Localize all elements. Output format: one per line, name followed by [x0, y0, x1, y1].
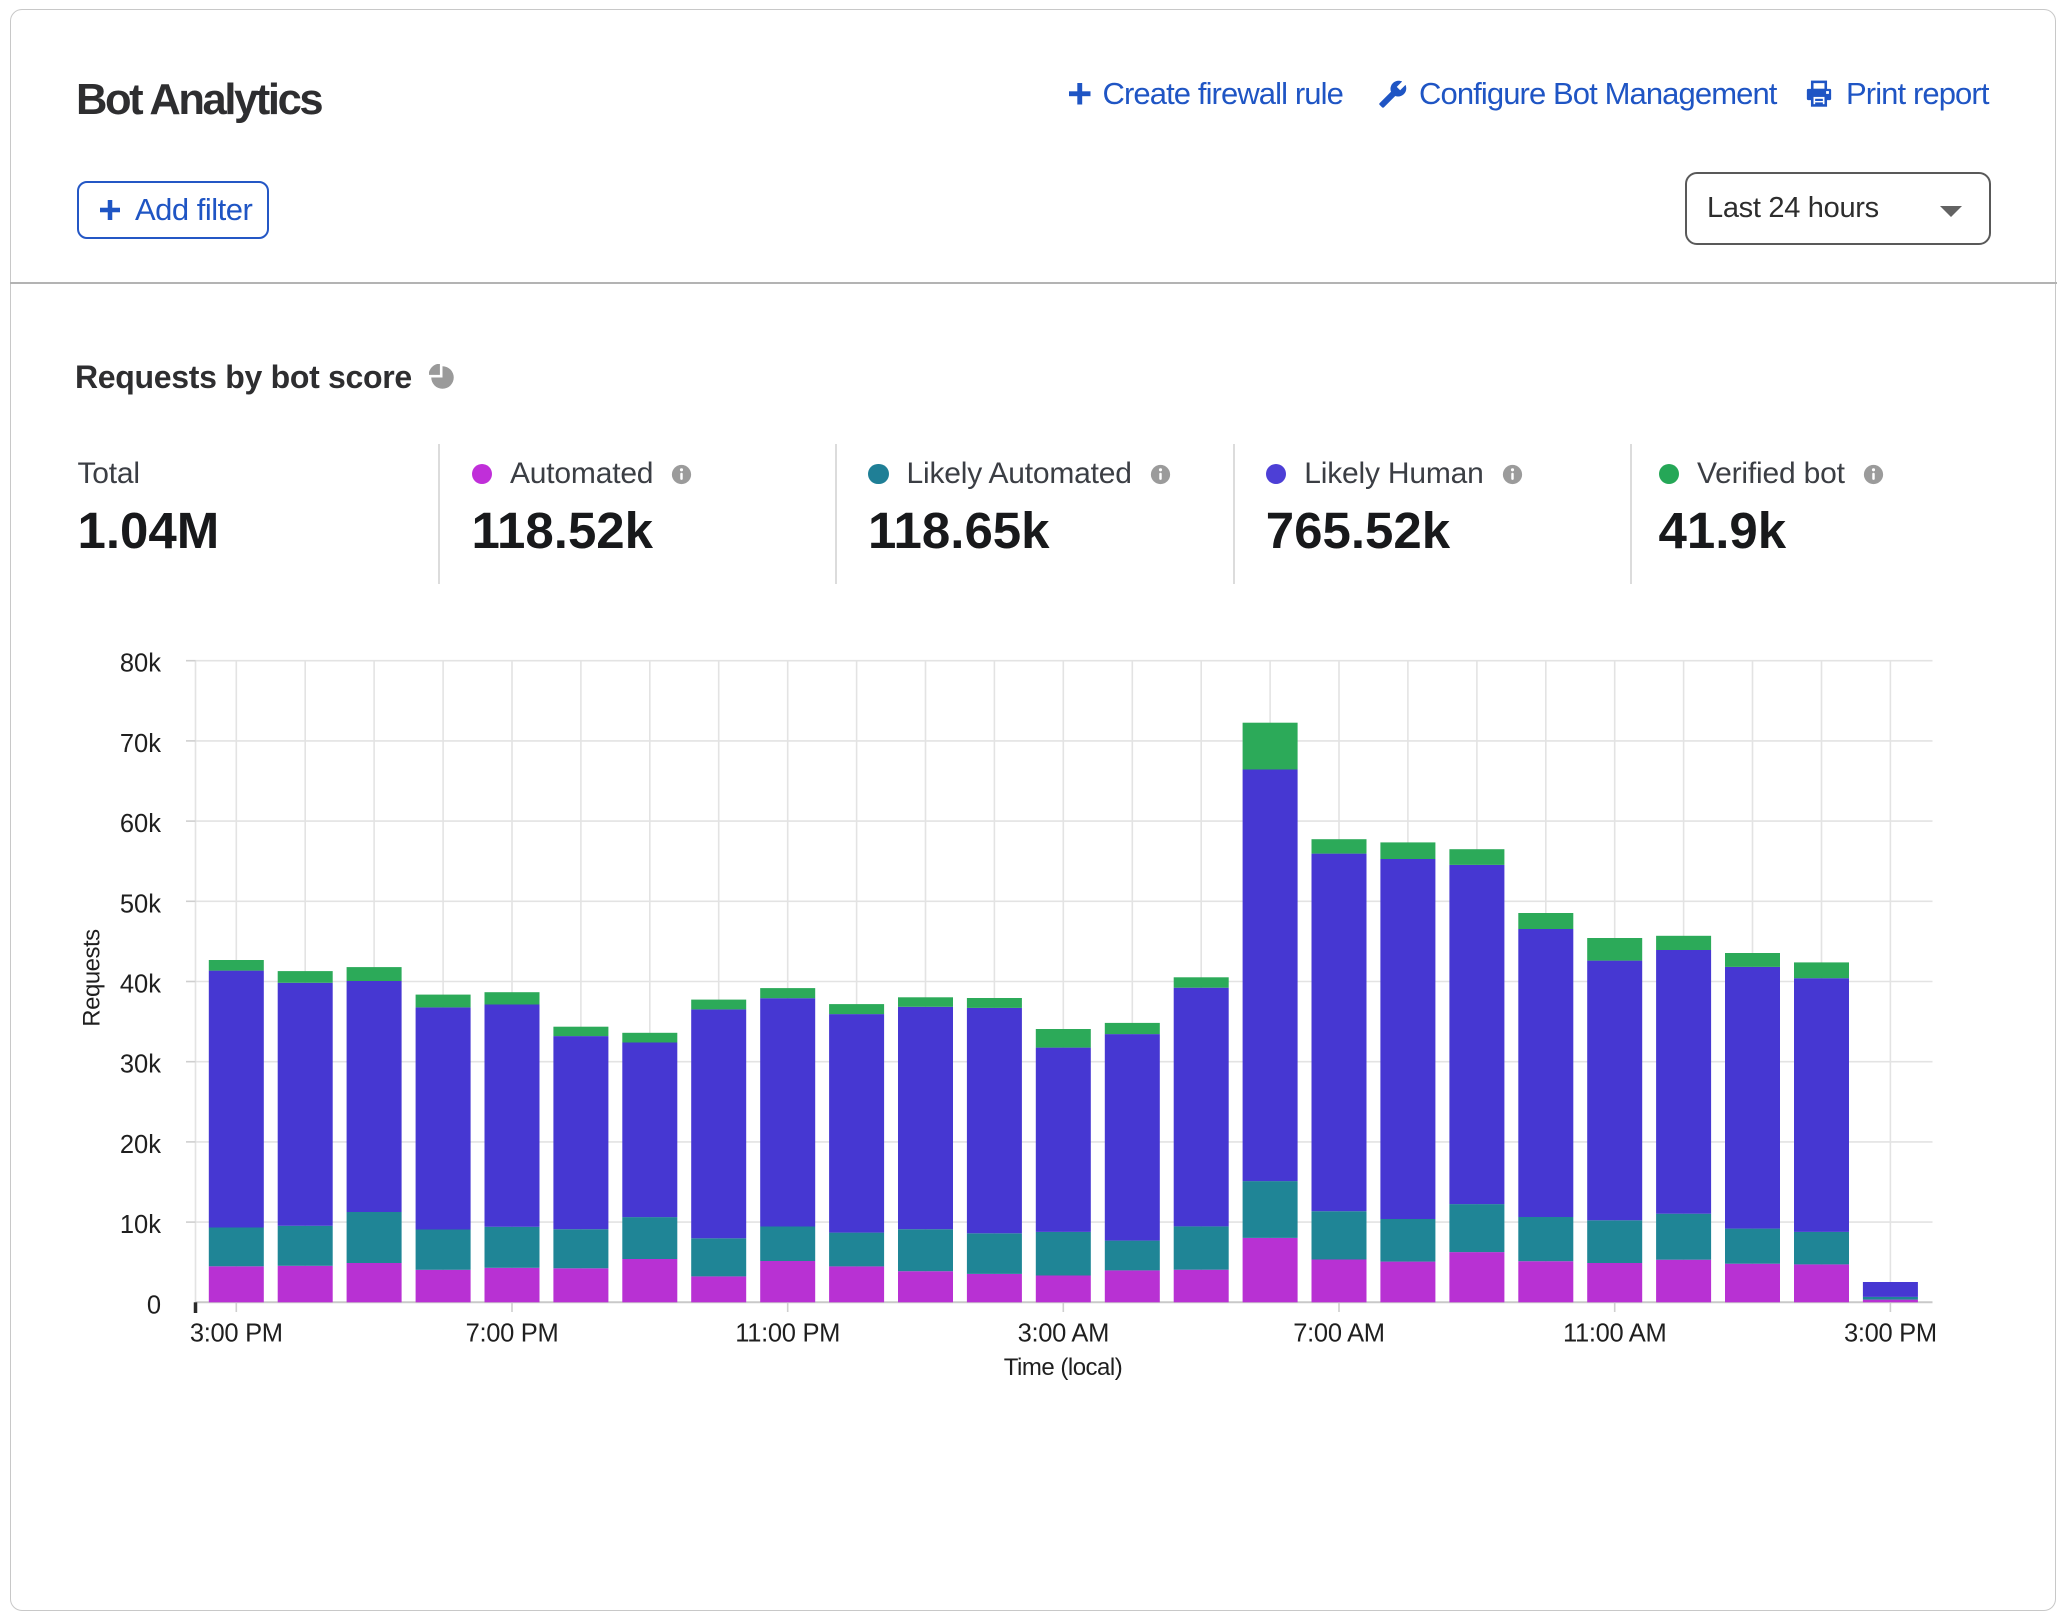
svg-text:60k: 60k [120, 810, 161, 838]
svg-text:3:00 PM: 3:00 PM [190, 1319, 283, 1347]
svg-text:0: 0 [147, 1291, 161, 1319]
svg-text:Time (local): Time (local) [1004, 1354, 1122, 1381]
svg-text:7:00 AM: 7:00 AM [1293, 1319, 1384, 1347]
svg-text:70k: 70k [120, 730, 161, 758]
svg-text:Requests: Requests [79, 929, 106, 1027]
svg-text:11:00 PM: 11:00 PM [735, 1319, 840, 1347]
svg-text:40k: 40k [120, 971, 161, 999]
svg-text:50k: 50k [120, 890, 161, 918]
svg-text:20k: 20k [120, 1131, 161, 1159]
svg-text:10k: 10k [120, 1211, 161, 1239]
svg-text:80k: 80k [120, 650, 161, 678]
svg-text:30k: 30k [120, 1051, 161, 1079]
svg-text:11:00 AM: 11:00 AM [1563, 1319, 1666, 1347]
svg-text:7:00 PM: 7:00 PM [466, 1319, 559, 1347]
svg-text:3:00 PM: 3:00 PM [1844, 1319, 1937, 1347]
svg-text:3:00 AM: 3:00 AM [1018, 1319, 1109, 1347]
